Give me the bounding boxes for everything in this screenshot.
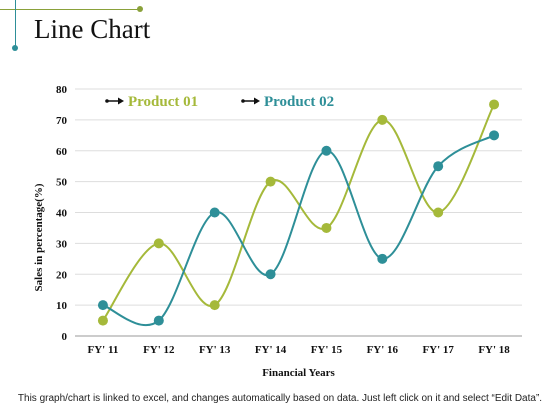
y-tick-label: 10 <box>56 300 68 312</box>
y-axis-ticks: 0 10 20 30 40 50 60 70 80 <box>56 84 68 343</box>
y-tick-label: 0 <box>62 331 68 343</box>
series-2-point <box>209 207 220 218</box>
legend-arrow-head <box>118 97 124 105</box>
series-2-point <box>377 253 388 264</box>
decorative-dot-teal <box>12 45 18 51</box>
series-1-point <box>265 176 276 187</box>
chart-legend: Product 01 Product 02 <box>105 94 334 110</box>
series-2-point <box>433 161 444 172</box>
series-2-point <box>321 145 332 156</box>
series-1-point <box>153 238 164 249</box>
series-2-point <box>265 269 276 280</box>
x-tick-label: FY' 13 <box>199 344 231 356</box>
series-2-point <box>153 315 164 326</box>
x-axis-ticks: FY' 11 FY' 12 FY' 13 FY' 14 FY' 15 FY' 16 FY' … <box>88 344 511 356</box>
x-tick-label: FY' 16 <box>367 344 399 356</box>
page-title: Line Chart <box>34 14 151 44</box>
series-1-point <box>209 300 220 311</box>
legend-arrow-dot <box>105 99 109 103</box>
y-axis-label: Sales in percentage(%) <box>33 183 45 291</box>
x-tick-label: FY' 11 <box>88 344 119 356</box>
x-tick-label: FY' 17 <box>422 344 454 356</box>
series-2-point <box>97 300 108 311</box>
legend-label: Product 01 <box>128 94 198 110</box>
decorative-line-vertical <box>15 0 16 46</box>
series-1-point <box>377 114 388 125</box>
y-tick-label: 50 <box>56 177 68 189</box>
series-1-point <box>321 222 332 233</box>
x-axis-label: Financial Years <box>262 367 335 379</box>
y-tick-label: 70 <box>56 115 68 127</box>
series-1-point <box>433 207 444 218</box>
x-tick-label: FY' 14 <box>255 344 287 356</box>
x-tick-label: FY' 12 <box>143 344 175 356</box>
legend-label: Product 02 <box>264 94 334 110</box>
series-2-point <box>489 130 500 141</box>
x-tick-label: FY' 18 <box>478 344 510 356</box>
x-tick-label: FY' 15 <box>311 344 343 356</box>
decorative-dot-green <box>137 6 143 12</box>
chart-series <box>97 99 500 327</box>
y-tick-label: 40 <box>56 208 68 220</box>
decorative-line-horizontal <box>0 9 140 10</box>
y-tick-label: 80 <box>56 84 68 96</box>
legend-arrow-head <box>254 97 260 105</box>
y-tick-label: 30 <box>56 238 68 250</box>
series-1-point <box>489 99 500 110</box>
legend-arrow-dot <box>241 99 245 103</box>
y-tick-label: 60 <box>56 146 68 158</box>
series-line-2 <box>102 134 495 327</box>
y-tick-label: 20 <box>56 269 68 281</box>
series-1-point <box>97 315 108 326</box>
footer-note: This graph/chart is linked to excel, and… <box>17 393 543 404</box>
chart-gridlines <box>75 88 522 337</box>
